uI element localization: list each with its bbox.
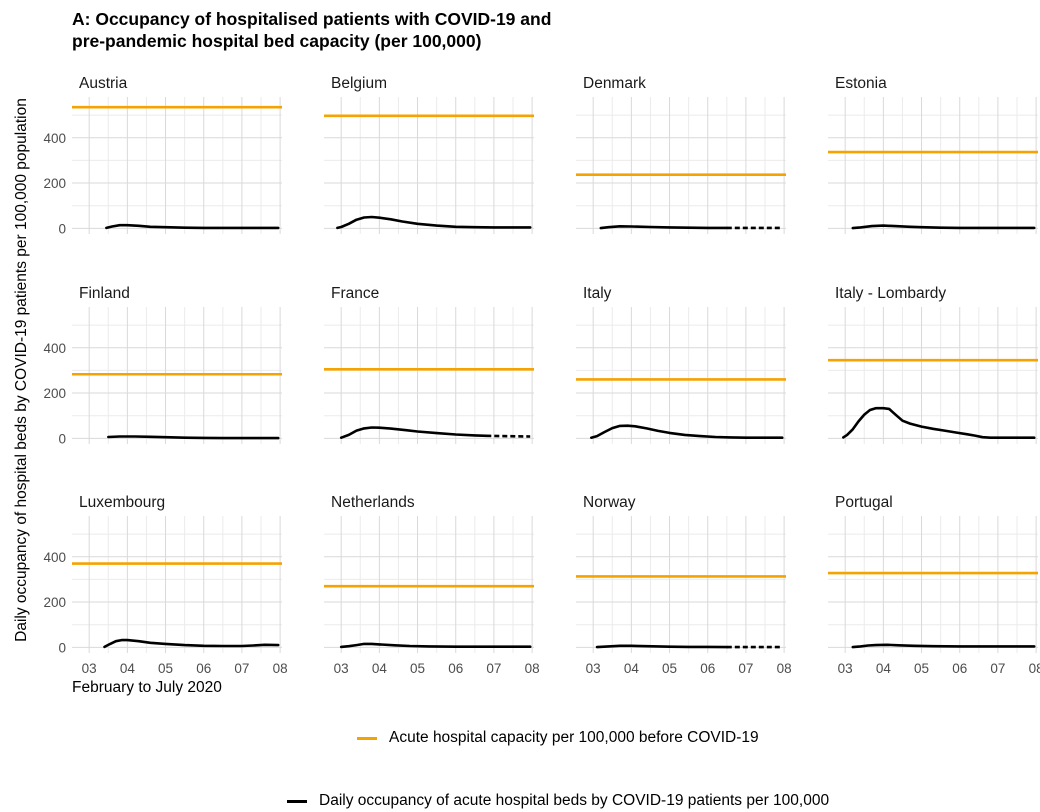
x-tick-label: 05 [914, 661, 929, 676]
panel-title: Italy - Lombardy [835, 285, 946, 302]
panel-title: Denmark [583, 75, 646, 92]
occupancy-line [851, 224, 1036, 230]
legend-item-occupancy: Daily occupancy of acute hospital beds b… [287, 792, 829, 810]
x-tick-label: 08 [273, 661, 288, 676]
x-tick-label: 06 [700, 661, 715, 676]
x-tick-label: 03 [586, 661, 601, 676]
panel-title: Norway [583, 494, 636, 511]
panel-title: Estonia [835, 75, 887, 92]
y-tick-label: 0 [58, 640, 66, 655]
x-tick-label: 03 [82, 661, 97, 676]
panel-title: Finland [79, 285, 130, 302]
x-tick-label: 08 [777, 661, 792, 676]
chart-title: A: Occupancy of hospitalised patients wi… [72, 8, 551, 52]
x-axis-label: February to July 2020 [72, 679, 222, 696]
x-tick-label: 07 [738, 661, 753, 676]
x-tick-label: 07 [234, 661, 249, 676]
x-tick-label: 06 [448, 661, 463, 676]
x-tick-label: 06 [952, 661, 967, 676]
panel-title: France [331, 285, 379, 302]
legend-label-capacity: Acute hospital capacity per 100,000 befo… [389, 729, 759, 746]
y-tick-label: 400 [43, 341, 66, 356]
panel-italy: Italy [576, 285, 786, 444]
panel-portugal: Portugal 03 04 05 06 07 08 [828, 494, 1040, 676]
panel-denmark: Denmark [576, 75, 786, 234]
occupancy-line [851, 643, 1036, 649]
y-tick-label: 200 [43, 386, 66, 401]
occupancy-line [339, 642, 532, 649]
panel-estonia: Estonia [828, 75, 1038, 234]
y-tick-label: 400 [43, 131, 66, 146]
panel-title: Belgium [331, 75, 387, 92]
occupancy-line [589, 424, 784, 440]
occupancy-line [336, 215, 532, 230]
occupancy-line [107, 435, 280, 440]
panel-france: France [324, 285, 534, 444]
x-tick-label: 04 [120, 661, 136, 676]
x-tick-label: 06 [196, 661, 211, 676]
panel-title: Netherlands [331, 494, 415, 511]
y-tick-label: 400 [43, 550, 66, 565]
x-tick-label: 04 [372, 661, 388, 676]
y-tick-label: 200 [43, 595, 66, 610]
x-tick-label: 04 [876, 661, 892, 676]
panel-title: Italy [583, 285, 612, 302]
panel-netherlands: Netherlands 03 04 05 06 07 08 [324, 494, 540, 676]
legend-label-occupancy: Daily occupancy of acute hospital beds b… [319, 792, 830, 809]
panel-title: Luxembourg [79, 494, 165, 511]
x-tick-label: 03 [838, 661, 853, 676]
legend-swatch-occupancy [287, 799, 307, 803]
x-tick-label: 08 [1029, 661, 1040, 676]
x-tick-label: 03 [334, 661, 349, 676]
panel-italy-lombardy: Italy - Lombardy [828, 285, 1038, 444]
occupancy-line [595, 644, 729, 649]
x-tick-label: 07 [486, 661, 501, 676]
panel-title: Austria [79, 75, 128, 92]
x-tick-label: 05 [410, 661, 425, 676]
chart-title-line-1: A: Occupancy of hospitalised patients wi… [72, 9, 552, 29]
panel-norway: Norway 03 04 05 06 07 08 [576, 494, 792, 676]
panel-finland: Finland 0 200 400 [43, 285, 282, 446]
occupancy-line-dashed [486, 434, 531, 438]
y-tick-label: 200 [43, 176, 66, 191]
occupancy-line [103, 638, 280, 649]
y-tick-label: 0 [58, 221, 66, 236]
panel-austria: Austria 0 200 400 [43, 75, 282, 236]
occupancy-line [339, 426, 488, 440]
x-tick-label: 08 [525, 661, 540, 676]
legend-item-capacity: Acute hospital capacity per 100,000 befo… [357, 729, 759, 747]
panel-belgium: Belgium [324, 75, 534, 234]
x-tick-label: 07 [990, 661, 1005, 676]
x-tick-label: 04 [624, 661, 640, 676]
panel-luxembourg: Luxembourg 0 200 400 03 04 05 06 07 08 [43, 494, 287, 676]
x-tick-label: 05 [158, 661, 173, 676]
x-tick-label: 05 [662, 661, 677, 676]
y-tick-label: 0 [58, 431, 66, 446]
chart-title-line-2: pre-pandemic hospital bed capacity (per … [72, 31, 482, 51]
occupancy-line [841, 406, 1036, 440]
panel-title: Portugal [835, 494, 893, 511]
occupancy-line [105, 223, 280, 230]
occupancy-line [599, 225, 729, 230]
legend-swatch-capacity [357, 736, 377, 740]
